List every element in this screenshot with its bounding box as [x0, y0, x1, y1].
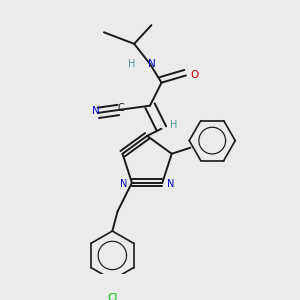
Text: H: H	[128, 59, 135, 69]
Text: N: N	[148, 59, 155, 69]
Text: O: O	[190, 70, 199, 80]
Text: H: H	[170, 120, 177, 130]
Text: N: N	[167, 179, 175, 189]
Text: C: C	[118, 103, 124, 113]
Text: Cl: Cl	[107, 293, 118, 300]
Text: N: N	[120, 179, 127, 189]
Text: N: N	[92, 106, 100, 116]
